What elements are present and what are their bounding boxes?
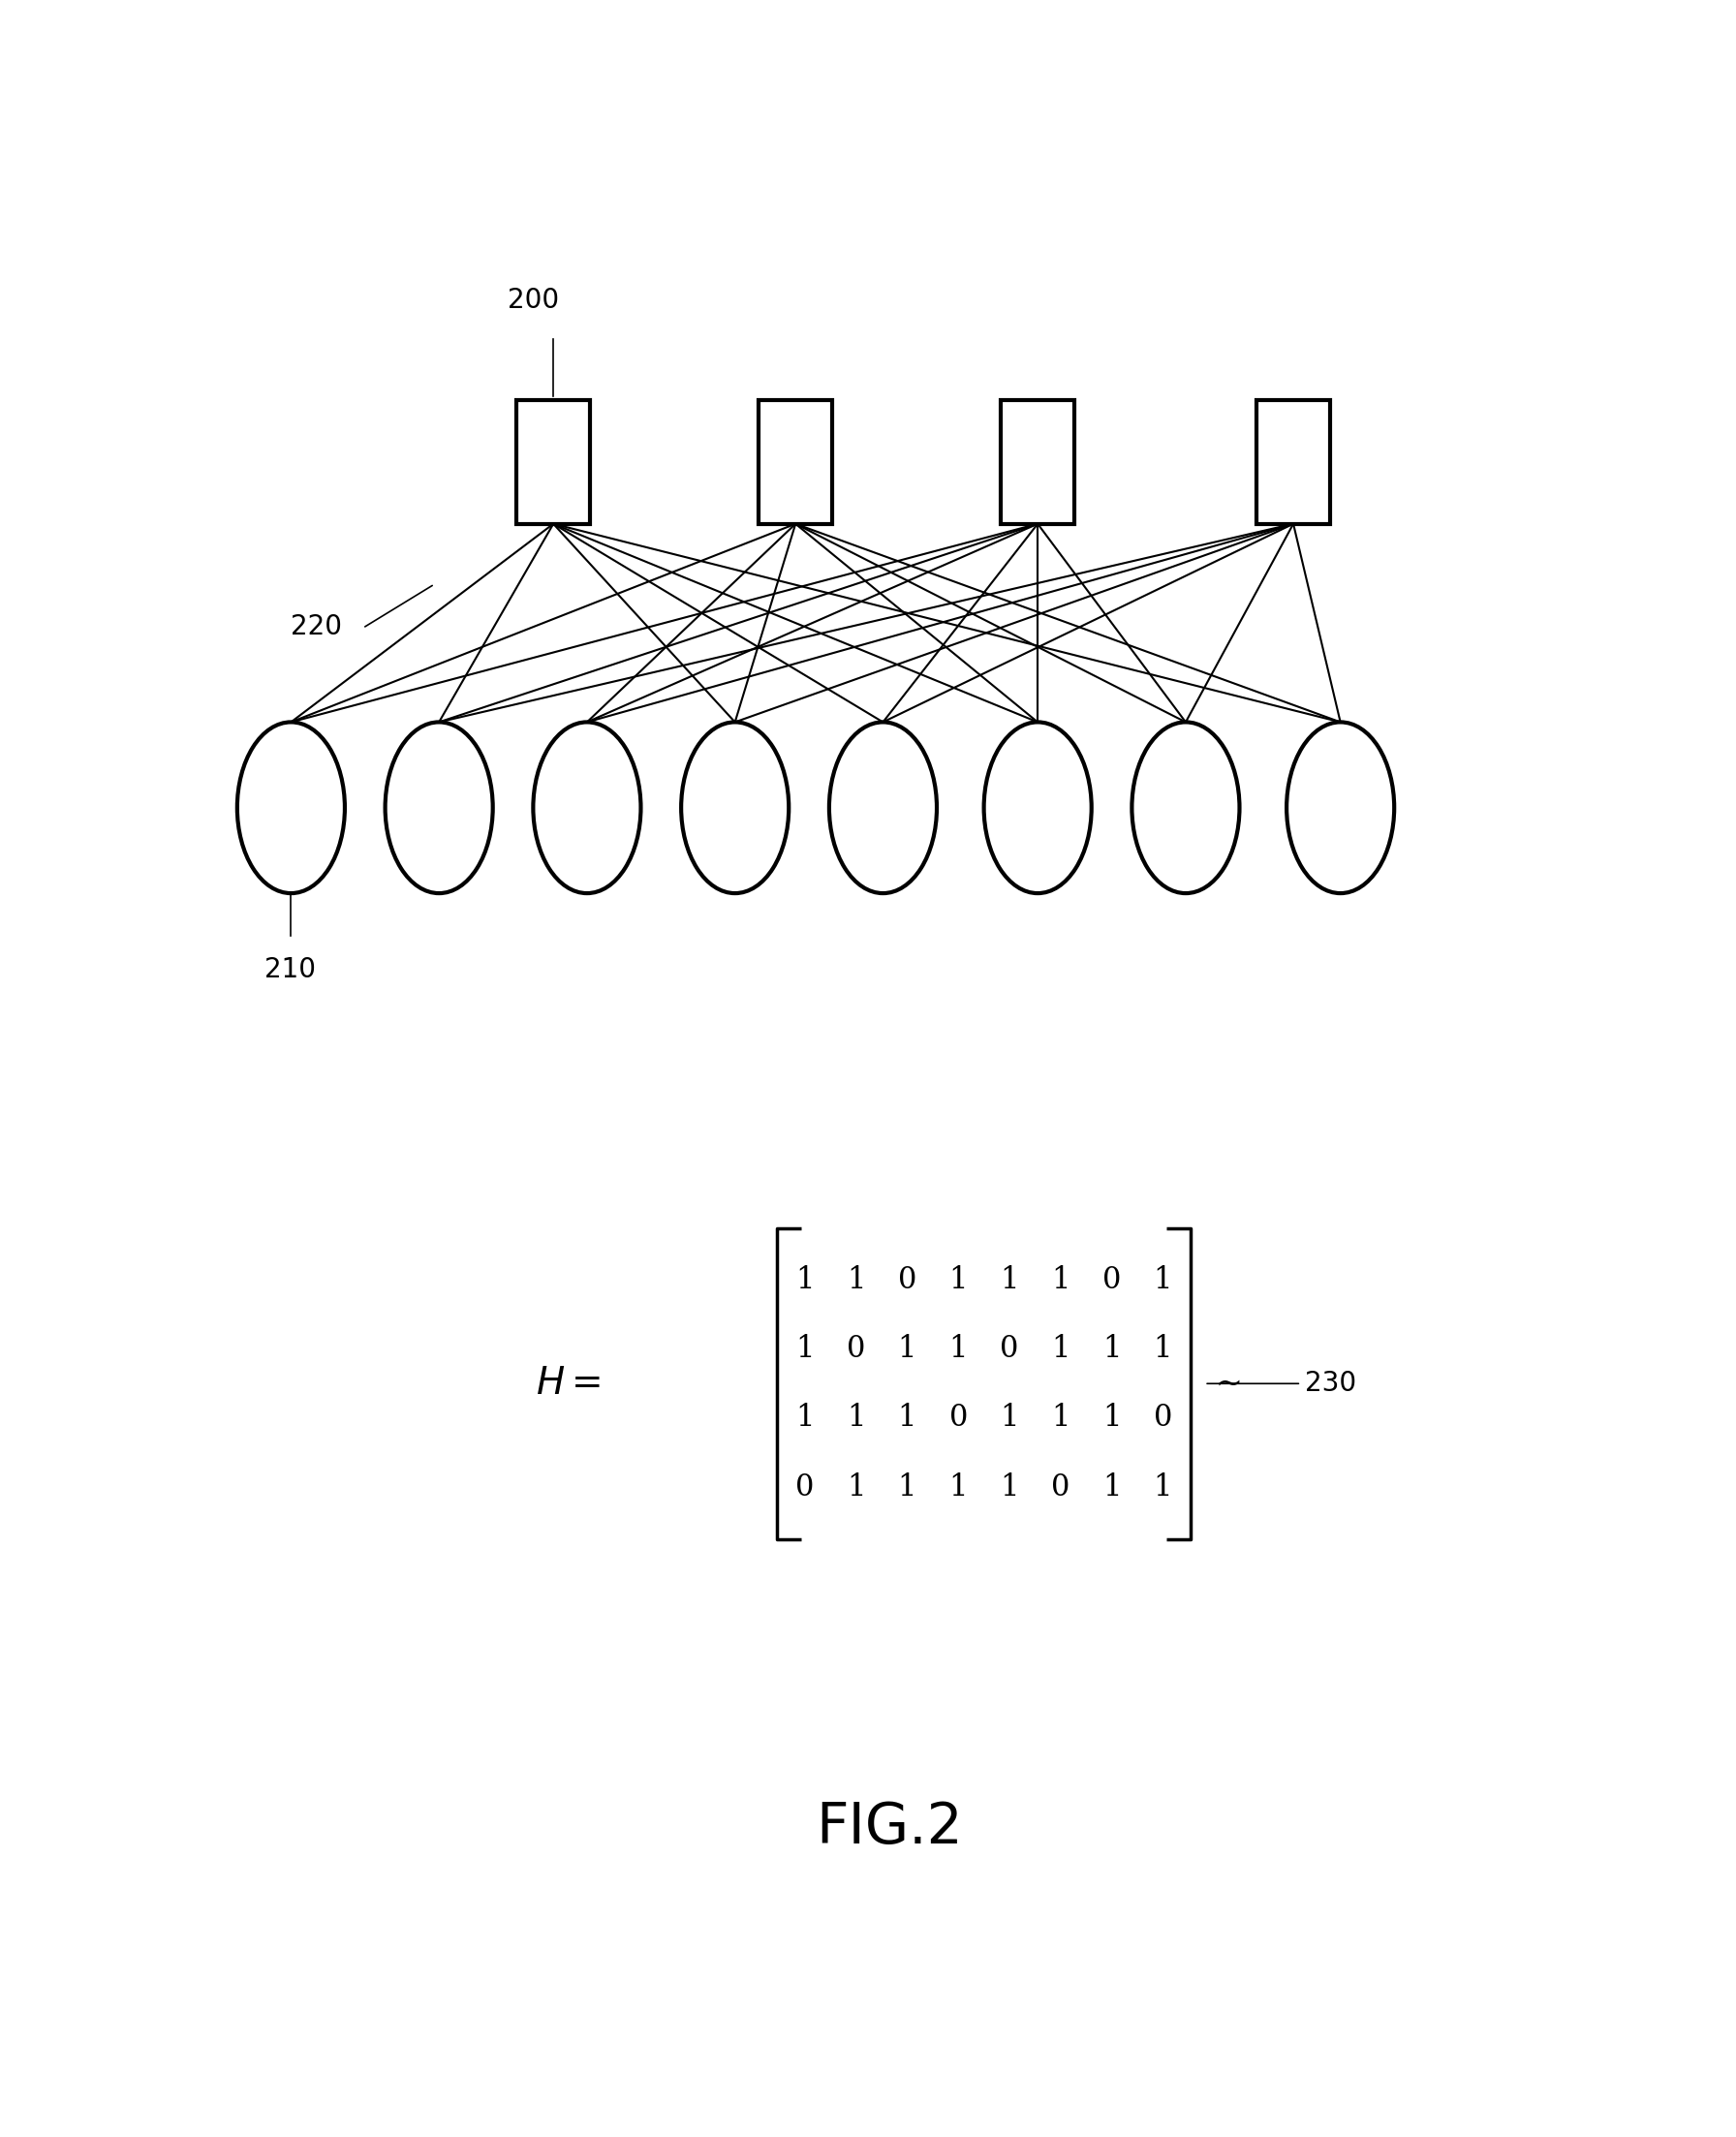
- Text: 1: 1: [795, 1333, 814, 1363]
- Ellipse shape: [385, 722, 493, 893]
- Text: 0: 0: [1153, 1404, 1172, 1434]
- Ellipse shape: [238, 722, 345, 893]
- Text: 1: 1: [1102, 1333, 1121, 1363]
- Text: 1: 1: [950, 1472, 967, 1502]
- Text: 1: 1: [1000, 1404, 1019, 1434]
- Text: 0: 0: [1102, 1265, 1121, 1295]
- Text: 1: 1: [950, 1265, 967, 1295]
- Text: 1: 1: [847, 1265, 866, 1295]
- Text: ~: ~: [1215, 1368, 1243, 1400]
- Text: 1: 1: [1050, 1404, 1069, 1434]
- Text: 1: 1: [1050, 1333, 1069, 1363]
- Ellipse shape: [1132, 722, 1240, 893]
- Text: 220: 220: [292, 613, 342, 641]
- Text: FIG.2: FIG.2: [816, 1799, 963, 1855]
- Text: 1: 1: [847, 1472, 866, 1502]
- Text: 1: 1: [795, 1404, 814, 1434]
- Text: 1: 1: [1153, 1265, 1172, 1295]
- FancyBboxPatch shape: [516, 400, 590, 524]
- FancyBboxPatch shape: [1257, 400, 1330, 524]
- Ellipse shape: [984, 722, 1092, 893]
- Text: 1: 1: [1050, 1265, 1069, 1295]
- Text: 200: 200: [507, 286, 559, 314]
- Text: 1: 1: [950, 1333, 967, 1363]
- FancyBboxPatch shape: [1000, 400, 1075, 524]
- Text: 1: 1: [1000, 1265, 1019, 1295]
- Text: 1: 1: [898, 1472, 917, 1502]
- Text: 1: 1: [1102, 1472, 1121, 1502]
- Text: 0: 0: [898, 1265, 917, 1295]
- Text: 1: 1: [1000, 1472, 1019, 1502]
- FancyBboxPatch shape: [759, 400, 833, 524]
- Ellipse shape: [533, 722, 641, 893]
- Ellipse shape: [830, 722, 937, 893]
- Text: 210: 210: [264, 955, 316, 983]
- Ellipse shape: [681, 722, 788, 893]
- Text: 1: 1: [898, 1333, 917, 1363]
- Text: 0: 0: [1052, 1472, 1069, 1502]
- Text: 1: 1: [1153, 1472, 1172, 1502]
- Text: 1: 1: [1102, 1404, 1121, 1434]
- Text: 1: 1: [847, 1404, 866, 1434]
- Text: $H =$: $H =$: [535, 1366, 601, 1402]
- Ellipse shape: [1286, 722, 1394, 893]
- Text: 230: 230: [1305, 1370, 1358, 1398]
- Text: 0: 0: [795, 1472, 814, 1502]
- Text: 0: 0: [847, 1333, 866, 1363]
- Text: 1: 1: [898, 1404, 917, 1434]
- Text: 1: 1: [1153, 1333, 1172, 1363]
- Text: 0: 0: [1000, 1333, 1019, 1363]
- Text: 1: 1: [795, 1265, 814, 1295]
- Text: 0: 0: [950, 1404, 967, 1434]
